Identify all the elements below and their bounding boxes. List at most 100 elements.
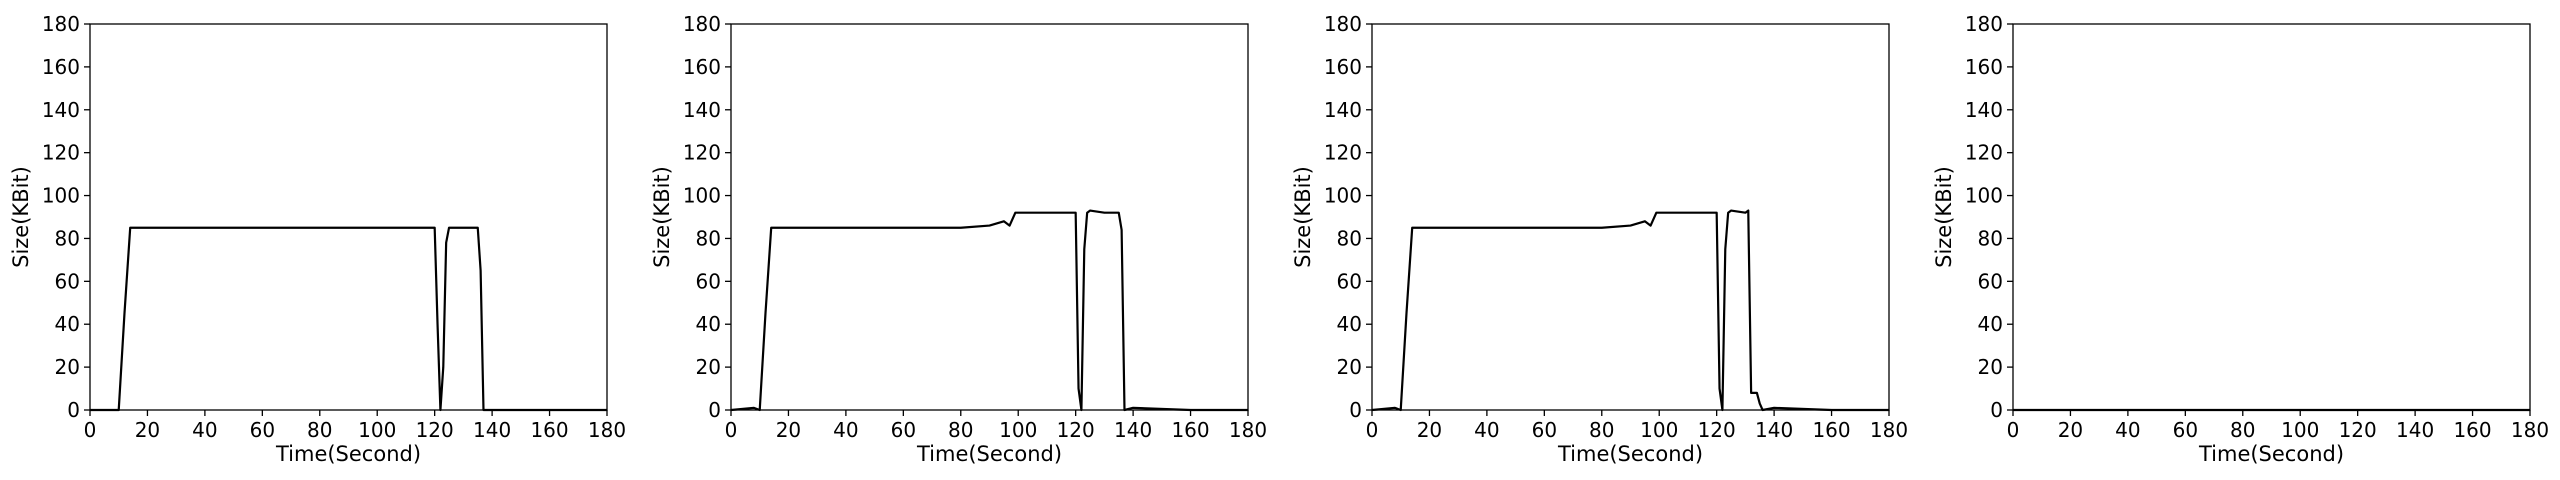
x-tick-label: 120 — [1057, 418, 1095, 442]
y-tick-label: 100 — [1965, 184, 2003, 208]
x-axis-label: Time(Second) — [275, 442, 421, 466]
chart-panel-4: 0 20 40 60 80 100 120 140 160 180 0 20 40 60 80 100 120 1… — [1932, 12, 2549, 466]
y-tick-label: 60 — [696, 269, 721, 293]
y-tick-label: 80 — [1978, 226, 2003, 250]
x-tick-label: 40 — [2115, 418, 2140, 442]
y-axis-label: Size(KBit) — [1291, 166, 1315, 268]
y-tick-label: 120 — [1324, 141, 1362, 165]
y-tick-label: 0 — [1990, 398, 2003, 422]
y-axis-label: Size(KBit) — [650, 166, 674, 268]
series-line-1-1 — [90, 226, 607, 412]
x-tick-label: 180 — [1229, 418, 1267, 442]
x-tick-label: 80 — [948, 418, 973, 442]
y-tick-label: 160 — [42, 55, 80, 79]
x-tick-label: 40 — [1474, 418, 1499, 442]
x-tick-label: 60 — [250, 418, 275, 442]
x-tick-label: 160 — [2453, 418, 2491, 442]
y-tick-label: 0 — [1349, 398, 1362, 422]
chart-panel-2: 0 20 40 60 80 100 120 140 160 180 0 20 40 60 80 100 120 1… — [650, 12, 1267, 466]
x-tick-label: 120 — [416, 418, 454, 442]
y-tick-label: 100 — [42, 184, 80, 208]
y-tick-label: 140 — [683, 98, 721, 122]
y-tick-label: 180 — [683, 12, 721, 36]
x-axis-label: Time(Second) — [2198, 442, 2344, 466]
y-tick-label: 20 — [696, 355, 721, 379]
y-tick-label: 160 — [1965, 55, 2003, 79]
x-tick-label: 60 — [2173, 418, 2198, 442]
chart-panel-1: 0 20 40 60 80 100 120 140 160 180 0 20 40 60 80 100 120 1… — [9, 12, 626, 466]
series-line-3-1 — [1371, 209, 1889, 412]
y-axis-label: Size(KBit) — [9, 166, 33, 268]
x-tick-label: 120 — [1698, 418, 1736, 442]
x-tick-label: 0 — [725, 418, 738, 442]
y-tick-label: 20 — [1337, 355, 1362, 379]
y-tick-label: 160 — [1324, 55, 1362, 79]
y-tick-label: 40 — [1978, 312, 2003, 336]
x-axis-label: Time(Second) — [916, 442, 1062, 466]
x-tick-label: 60 — [891, 418, 916, 442]
y-tick-label: 20 — [55, 355, 80, 379]
x-tick-label: 160 — [1812, 418, 1850, 442]
x-tick-label: 80 — [1589, 418, 1614, 442]
x-tick-label: 40 — [192, 418, 217, 442]
plot-frame — [1371, 23, 1890, 411]
y-tick-label: 100 — [683, 184, 721, 208]
x-tick-label: 160 — [530, 418, 568, 442]
y-tick-label: 20 — [1978, 355, 2003, 379]
y-tick-label: 60 — [55, 269, 80, 293]
series-line-2-1 — [730, 209, 1248, 412]
x-tick-label: 180 — [1870, 418, 1908, 442]
y-tick-label: 100 — [1324, 184, 1362, 208]
y-tick-label: 180 — [1965, 12, 2003, 36]
x-tick-label: 40 — [833, 418, 858, 442]
y-tick-label: 40 — [696, 312, 721, 336]
x-tick-label: 0 — [2007, 418, 2020, 442]
y-tick-label: 40 — [1337, 312, 1362, 336]
x-tick-label: 100 — [1640, 418, 1678, 442]
y-tick-label: 120 — [1965, 141, 2003, 165]
x-tick-label: 0 — [1366, 418, 1379, 442]
x-tick-label: 140 — [473, 418, 511, 442]
x-tick-label: 100 — [2281, 418, 2319, 442]
x-tick-label: 20 — [776, 418, 801, 442]
y-tick-label: 120 — [683, 141, 721, 165]
y-tick-label: 0 — [708, 398, 721, 422]
x-tick-label: 140 — [1114, 418, 1152, 442]
y-tick-label: 80 — [55, 226, 80, 250]
x-tick-label: 140 — [2396, 418, 2434, 442]
x-tick-label: 180 — [588, 418, 626, 442]
y-tick-label: 120 — [42, 141, 80, 165]
plot-frame — [89, 23, 608, 411]
x-tick-label: 160 — [1171, 418, 1209, 442]
y-tick-label: 180 — [1324, 12, 1362, 36]
x-tick-label: 120 — [2339, 418, 2377, 442]
y-tick-label: 140 — [42, 98, 80, 122]
x-tick-label: 80 — [2230, 418, 2255, 442]
y-tick-label: 60 — [1978, 269, 2003, 293]
y-tick-label: 0 — [67, 398, 80, 422]
x-tick-label: 20 — [135, 418, 160, 442]
y-tick-label: 60 — [1337, 269, 1362, 293]
y-tick-label: 40 — [55, 312, 80, 336]
y-tick-label: 160 — [683, 55, 721, 79]
x-tick-label: 100 — [358, 418, 396, 442]
y-tick-label: 80 — [1337, 226, 1362, 250]
x-tick-label: 80 — [307, 418, 332, 442]
y-axis-label: Size(KBit) — [1932, 166, 1956, 268]
x-axis-label: Time(Second) — [1557, 442, 1703, 466]
x-tick-label: 0 — [84, 418, 97, 442]
x-tick-label: 180 — [2511, 418, 2549, 442]
y-tick-label: 140 — [1324, 98, 1362, 122]
plot-frame — [730, 23, 1249, 411]
x-tick-label: 100 — [999, 418, 1037, 442]
chart-panel-3: 0 20 40 60 80 100 120 140 160 180 0 20 40 60 80 100 120 1… — [1291, 12, 1908, 466]
y-tick-label: 140 — [1965, 98, 2003, 122]
x-tick-label: 60 — [1532, 418, 1557, 442]
x-tick-label: 20 — [2058, 418, 2083, 442]
x-tick-label: 140 — [1755, 418, 1793, 442]
y-tick-label: 80 — [696, 226, 721, 250]
x-tick-label: 20 — [1417, 418, 1442, 442]
plot-frame — [2012, 23, 2531, 411]
y-tick-label: 180 — [42, 12, 80, 36]
